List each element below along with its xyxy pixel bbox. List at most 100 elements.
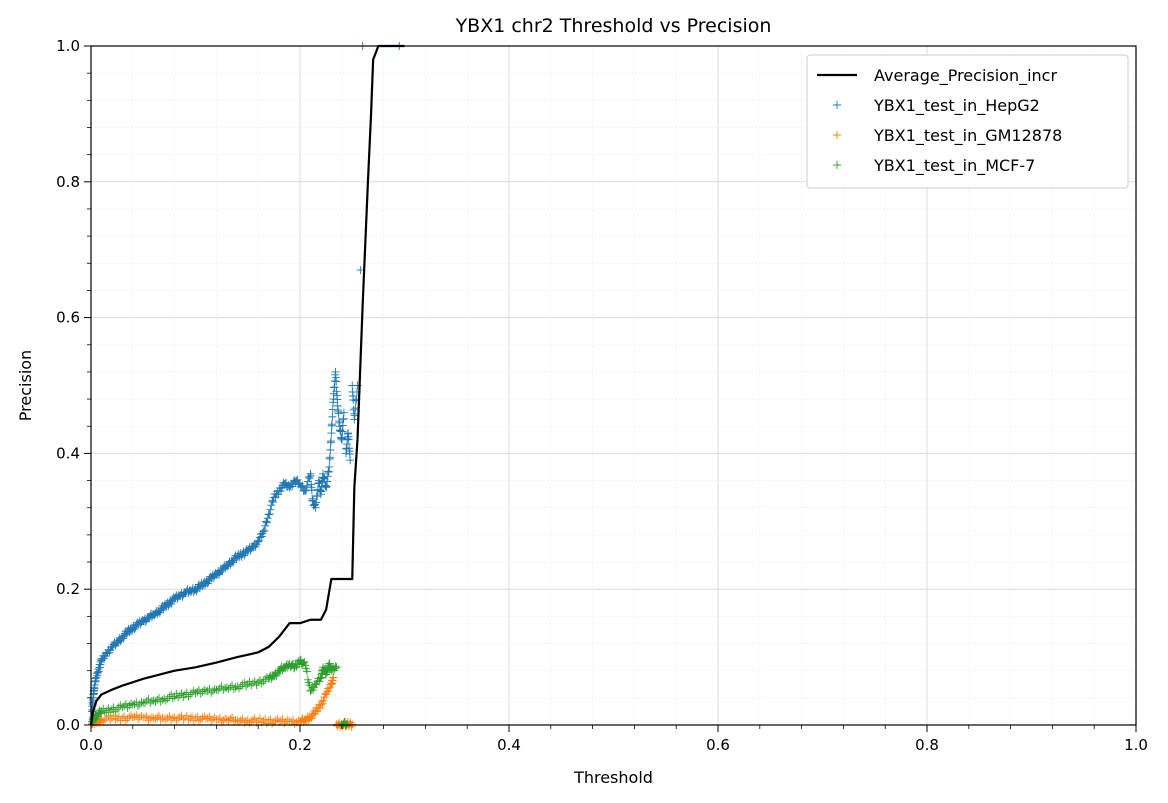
series-YBX1_test_in_HepG2 [88,42,404,716]
data-point [255,536,264,545]
data-point [161,715,170,724]
data-point [200,685,209,694]
x-tick-label: 0.2 [288,736,312,754]
legend-box [806,54,1129,189]
data-point [309,496,318,505]
data-point [235,684,244,693]
data-point [344,435,353,444]
data-point [255,533,264,542]
data-point [94,667,103,676]
data-point [311,503,320,512]
data-point [259,677,268,686]
data-point [156,697,165,706]
data-point [307,486,316,495]
data-point [184,715,193,724]
y-tick-label: 0.0 [56,716,80,734]
data-point [228,681,237,690]
data-point [332,663,341,672]
data-point [304,472,313,481]
data-point [302,667,311,676]
data-point [332,377,341,386]
data-point [330,664,339,673]
data-point [319,696,328,705]
data-point [325,462,334,471]
data-point [269,497,278,506]
series-YBX1_test_in_GM12878 [88,673,357,731]
data-point [316,674,325,683]
data-point [327,437,336,446]
data-point [130,625,139,634]
data-point [312,498,321,507]
data-point [316,704,325,713]
series-layer [88,42,405,731]
data-point [323,477,332,486]
data-point [113,638,122,647]
data-point [321,481,330,490]
data-point [254,537,263,546]
legend: Average_Precision_incr YBX1_test_in_HepG2… [806,54,1129,189]
data-point [127,699,136,708]
data-point [311,500,320,509]
data-point [120,702,129,711]
data-point [93,668,102,677]
data-point [325,453,334,462]
x-tick-label: 0.0 [79,736,103,754]
data-point [343,720,352,729]
y-tick-label: 0.2 [56,580,80,598]
data-point [111,715,120,724]
data-point [300,658,309,667]
data-point [324,686,333,695]
data-point [113,705,122,714]
legend-label: YBX1_test_in_GM12878 [873,126,1062,146]
data-point [134,702,143,711]
y-tick-label: 0.4 [56,444,80,462]
data-point [123,714,132,723]
data-point [222,715,231,724]
data-point [254,678,263,687]
data-point [302,481,311,490]
data-point [248,679,257,688]
data-point [149,714,158,723]
data-point [329,673,338,682]
data-point [290,720,299,729]
data-point [328,405,337,414]
data-point [322,687,331,696]
data-point [325,683,334,692]
data-point [312,492,321,501]
data-point [212,685,221,694]
data-point [161,696,170,705]
data-point [250,677,259,686]
data-point [316,700,325,709]
data-point [267,501,276,510]
data-point [240,678,249,687]
data-point [306,471,315,480]
legend-swatch [833,161,841,169]
data-point [266,505,275,514]
data-point [261,521,270,530]
data-point [301,661,310,670]
data-point [318,469,327,478]
data-point [263,514,272,523]
data-point [257,679,266,688]
data-point [296,482,305,491]
data-point [184,692,193,701]
data-point [141,617,150,626]
data-point [341,721,350,730]
data-point [167,690,176,699]
data-point [231,683,240,692]
data-point [327,429,336,438]
x-tick-label: 1.0 [1124,736,1148,754]
data-point [322,670,331,679]
data-point [280,719,289,728]
data-point [198,687,207,696]
data-point [265,510,274,519]
data-point [334,409,343,418]
data-point [139,698,148,707]
data-point [326,446,335,455]
data-point [259,527,268,536]
data-point [324,468,333,477]
data-point [210,685,219,694]
data-point [111,707,120,716]
data-point [260,526,269,535]
series-YBX1_test_in_MCF-7 [88,655,352,730]
